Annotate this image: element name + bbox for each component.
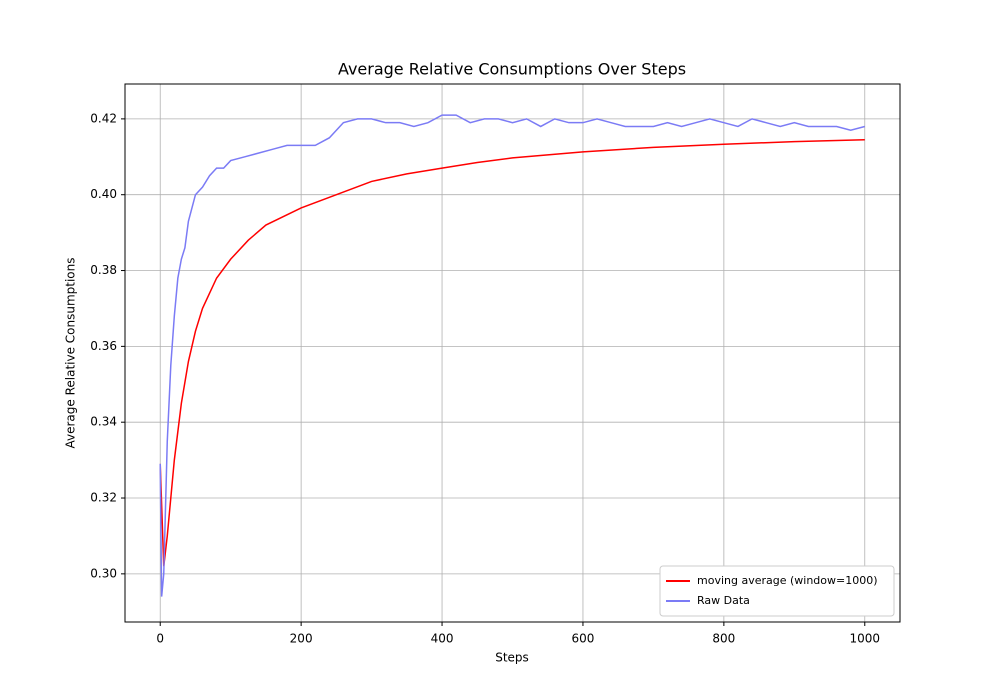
x-tick-label: 0 [156, 632, 164, 646]
x-tick-label: 1000 [849, 632, 880, 646]
x-axis-label: Steps [495, 651, 529, 665]
legend-label: Raw Data [697, 594, 750, 607]
y-tick-label: 0.42 [90, 111, 117, 125]
x-tick-label: 800 [712, 632, 735, 646]
y-tick-label: 0.30 [90, 566, 117, 580]
x-tick-label: 600 [572, 632, 595, 646]
y-tick-label: 0.40 [90, 187, 117, 201]
y-tick-label: 0.38 [90, 263, 117, 277]
y-tick-label: 0.32 [90, 491, 117, 505]
y-tick-label: 0.36 [90, 339, 117, 353]
legend-frame [659, 565, 895, 617]
legend: moving average (window=1000) Raw Data [659, 565, 895, 617]
x-tick-label: 200 [290, 632, 313, 646]
x-tick-label: 400 [431, 632, 454, 646]
y-tick-label: 0.34 [90, 415, 117, 429]
plot-frame [124, 83, 901, 623]
y-axis-label: Average Relative Consumptions [64, 257, 78, 448]
data-line [159, 138, 865, 567]
legend-label: moving average (window=1000) [697, 574, 878, 587]
data-line [159, 114, 865, 597]
chart-title: Average Relative Consumptions Over Steps [338, 60, 686, 79]
